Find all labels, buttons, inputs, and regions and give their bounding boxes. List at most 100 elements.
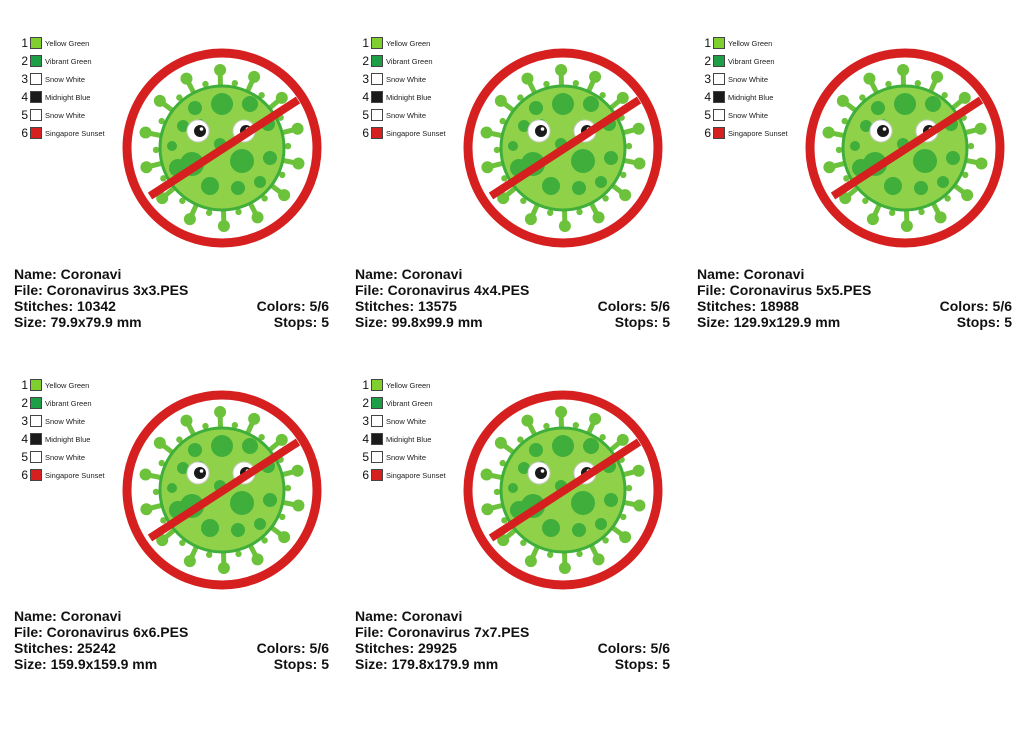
palette-swatch	[371, 73, 383, 85]
palette-color-name: Yellow Green	[386, 380, 431, 390]
palette-swatch	[30, 469, 42, 481]
palette-color-name: Yellow Green	[386, 38, 431, 48]
palette-item: 5 Snow White	[18, 108, 85, 122]
palette-item: 3 Snow White	[359, 414, 426, 428]
design-size: Size: 79.9x79.9 mm	[14, 314, 142, 330]
palette-item: 2 Vibrant Green	[359, 54, 432, 68]
virus-spots	[167, 93, 277, 195]
palette-color-name: Snow White	[386, 416, 427, 426]
palette-item: 5 Snow White	[701, 108, 768, 122]
palette-swatch	[371, 469, 383, 481]
palette-number: 2	[21, 396, 28, 410]
palette-item: 4 Midnight Blue	[359, 90, 431, 104]
palette-color-name: Snow White	[386, 452, 427, 462]
palette-number: 6	[362, 126, 369, 140]
palette-color-name: Snow White	[45, 74, 86, 84]
design-file: File: Coronavirus 6x6.PES	[14, 624, 189, 640]
palette-item: 1 Yellow Green	[18, 378, 89, 392]
palette-color-name: Snow White	[45, 110, 86, 120]
design-size: Size: 99.8x99.9 mm	[355, 314, 483, 330]
palette-swatch	[371, 127, 383, 139]
palette-color-name: Yellow Green	[45, 380, 90, 390]
design-stops: Stops: 5	[273, 314, 329, 330]
design-colors: Colors: 5/6	[256, 640, 329, 656]
palette-item: 3 Snow White	[359, 72, 426, 86]
palette-color-name: Midnight Blue	[45, 92, 91, 102]
design-info: Name: Coronavi File: Coronavirus 4x4.PES…	[355, 266, 670, 330]
design-info: Name: Coronavi File: Coronavirus 5x5.PES…	[697, 266, 1012, 330]
palette-item: 4 Midnight Blue	[359, 432, 431, 446]
palette-swatch	[371, 397, 383, 409]
palette-color-name: Yellow Green	[728, 38, 773, 48]
design-card: 1 Yellow Green 2 Vibrant Green 3 Snow White 4 M…	[355, 350, 675, 680]
palette-item: 6 Singapore Sunset	[18, 468, 105, 482]
palette-number: 3	[362, 414, 369, 428]
prohibition-bar	[830, 96, 984, 200]
prohibition-bar	[488, 96, 642, 200]
palette-swatch	[30, 397, 42, 409]
design-size: Size: 179.8x179.9 mm	[355, 656, 499, 672]
palette-swatch	[713, 91, 725, 103]
palette-item: 2 Vibrant Green	[701, 54, 775, 68]
design-stitches: Stitches: 18988	[697, 298, 799, 314]
palette-swatch	[371, 91, 383, 103]
palette-color-name: Snow White	[728, 74, 769, 84]
design-stitches: Stitches: 10342	[14, 298, 116, 314]
design-card: 1 Yellow Green 2 Vibrant Green 3 Snow White 4 M…	[14, 350, 334, 680]
virus-eye-icon	[527, 119, 551, 143]
palette-number: 4	[21, 90, 28, 104]
palette-number: 6	[21, 126, 28, 140]
palette-item: 3 Snow White	[18, 72, 85, 86]
palette-number: 4	[362, 90, 369, 104]
design-file: File: Coronavirus 5x5.PES	[697, 282, 872, 298]
palette-item: 1 Yellow Green	[359, 36, 430, 50]
palette-item: 1 Yellow Green	[18, 36, 89, 50]
no-virus-embroidery-image	[122, 390, 322, 590]
palette-number: 5	[362, 108, 369, 122]
no-virus-embroidery-image	[463, 390, 663, 590]
design-file: File: Coronavirus 4x4.PES	[355, 282, 530, 298]
palette-color-name: Midnight Blue	[45, 434, 91, 444]
palette-number: 2	[21, 54, 28, 68]
palette-number: 5	[704, 108, 711, 122]
design-stops: Stops: 5	[273, 656, 329, 672]
palette-swatch	[30, 55, 42, 67]
palette-swatch	[371, 433, 383, 445]
palette-color-name: Vibrant Green	[728, 56, 775, 66]
palette-number: 3	[704, 72, 711, 86]
palette-number: 1	[362, 378, 369, 392]
palette-item: 3 Snow White	[701, 72, 768, 86]
palette-color-name: Singapore Sunset	[386, 128, 446, 138]
prohibition-bar	[147, 438, 301, 542]
palette-item: 5 Snow White	[359, 108, 426, 122]
design-file: File: Coronavirus 3x3.PES	[14, 282, 189, 298]
palette-swatch	[713, 127, 725, 139]
palette-color-name: Snow White	[45, 452, 86, 462]
palette-color-name: Midnight Blue	[728, 92, 774, 102]
palette-color-name: Singapore Sunset	[45, 128, 105, 138]
palette-item: 6 Singapore Sunset	[359, 468, 445, 482]
virus-eye-icon	[527, 461, 551, 485]
palette-item: 5 Snow White	[359, 450, 426, 464]
palette-color-name: Midnight Blue	[386, 92, 432, 102]
palette-swatch	[713, 109, 725, 121]
design-info: Name: Coronavi File: Coronavirus 3x3.PES…	[14, 266, 329, 330]
palette-number: 2	[362, 54, 369, 68]
palette-item: 6 Singapore Sunset	[701, 126, 787, 140]
virus-eye-icon	[186, 119, 210, 143]
palette-item: 2 Vibrant Green	[18, 396, 91, 410]
design-size: Size: 159.9x159.9 mm	[14, 656, 158, 672]
prohibition-bar	[147, 96, 301, 200]
design-colors: Colors: 5/6	[597, 640, 670, 656]
palette-item: 3 Snow White	[18, 414, 85, 428]
palette-swatch	[371, 37, 383, 49]
palette-item: 6 Singapore Sunset	[359, 126, 446, 140]
design-size: Size: 129.9x129.9 mm	[697, 314, 841, 330]
palette-number: 2	[362, 396, 369, 410]
palette-color-name: Singapore Sunset	[45, 470, 105, 480]
design-file: File: Coronavirus 7x7.PES	[355, 624, 530, 640]
design-card: 1 Yellow Green 2 Vibrant Green 3 Snow White 4 M…	[697, 8, 1017, 338]
palette-number: 3	[362, 72, 369, 86]
design-colors: Colors: 5/6	[939, 298, 1012, 314]
palette-color-name: Snow White	[728, 110, 769, 120]
